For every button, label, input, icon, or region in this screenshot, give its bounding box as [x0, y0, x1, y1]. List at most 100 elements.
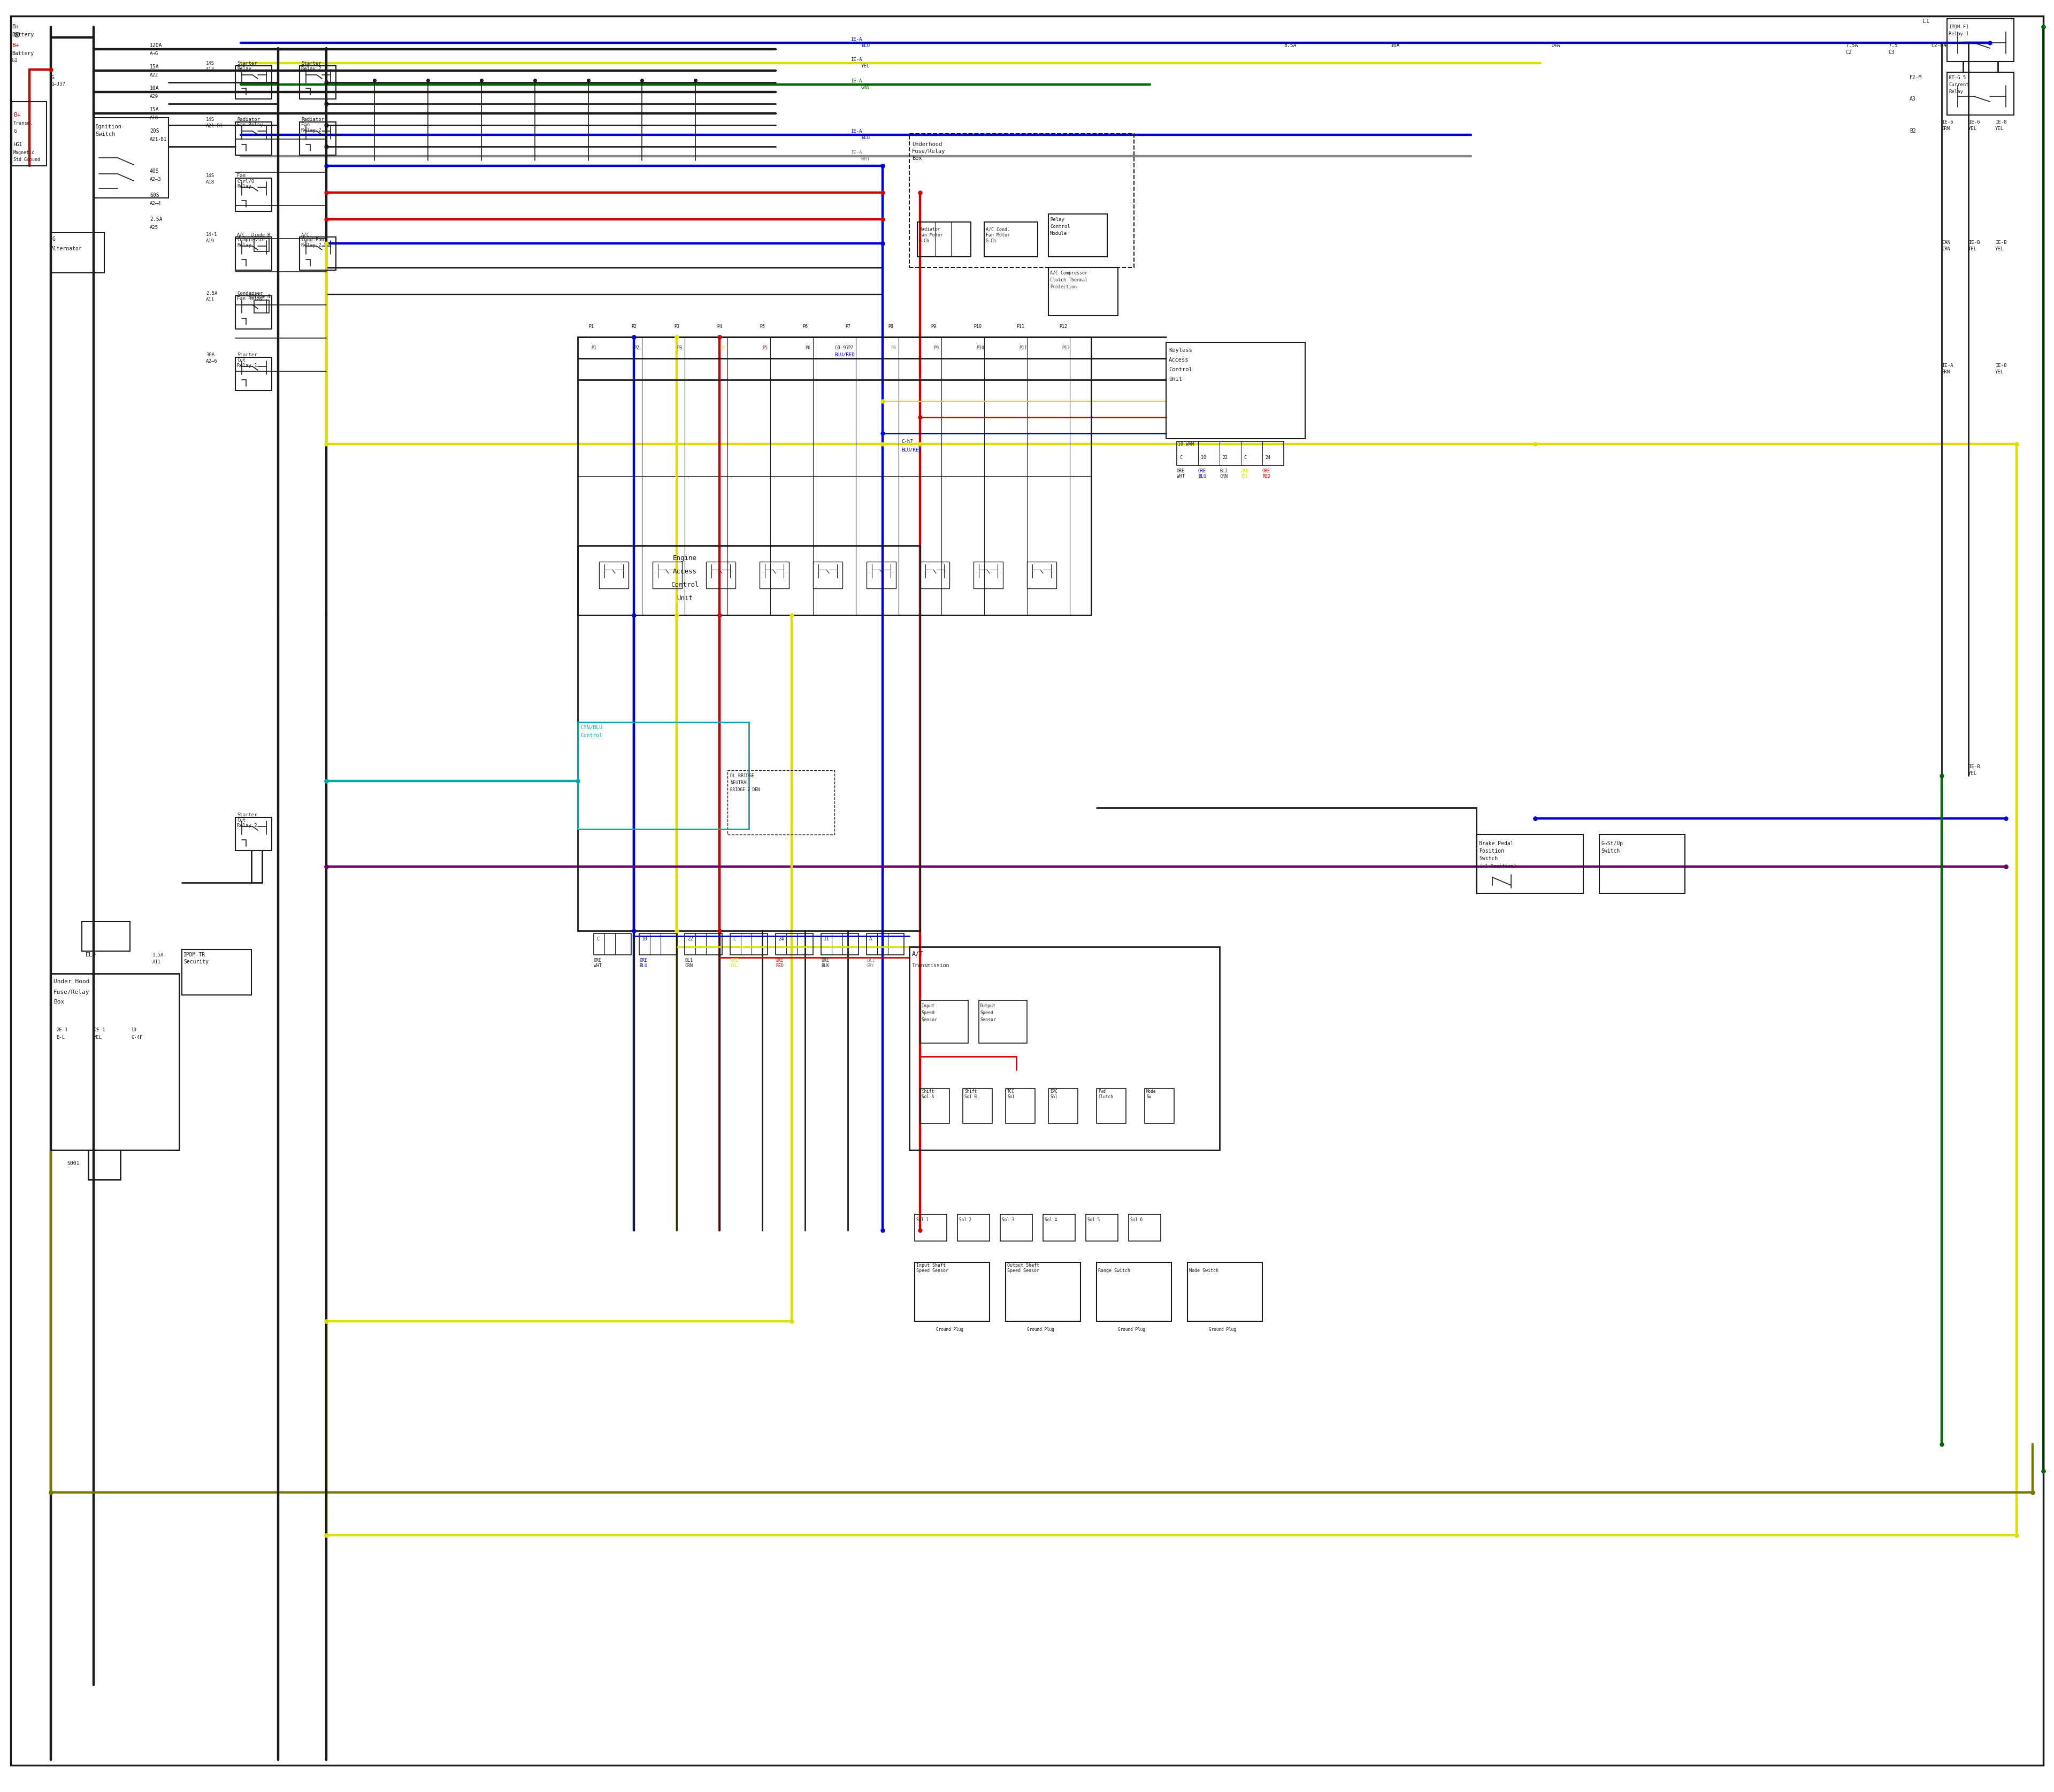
- Bar: [1947, 18, 2013, 61]
- Bar: [918, 222, 972, 256]
- Bar: [577, 545, 920, 930]
- Bar: [1097, 1262, 1171, 1321]
- Text: ORE
WHT: ORE WHT: [1177, 468, 1185, 478]
- Text: Compressor: Compressor: [236, 238, 265, 242]
- Text: P11: P11: [1017, 324, 1025, 330]
- Text: P12: P12: [1060, 324, 1068, 330]
- Bar: [760, 561, 789, 588]
- Text: Control: Control: [670, 581, 698, 588]
- Bar: [236, 817, 271, 851]
- Bar: [600, 561, 629, 588]
- Text: Ctrl/O: Ctrl/O: [236, 179, 255, 183]
- Text: CAN: CAN: [1941, 240, 1951, 246]
- Text: BT-G 5: BT-G 5: [1949, 75, 1966, 81]
- Text: C: C: [596, 937, 600, 941]
- Text: IE-B: IE-B: [1968, 765, 1980, 769]
- Text: 2E-1: 2E-1: [94, 1027, 105, 1032]
- Text: L1: L1: [1923, 18, 1929, 23]
- Bar: [94, 118, 168, 197]
- Text: Fuse/Relay: Fuse/Relay: [912, 149, 945, 154]
- Bar: [255, 299, 269, 314]
- Bar: [813, 561, 842, 588]
- Text: Keyless: Keyless: [1169, 348, 1191, 353]
- Text: Shift
Sol A: Shift Sol A: [922, 1090, 935, 1098]
- Bar: [236, 237, 271, 271]
- Text: G-Ch: G-Ch: [918, 238, 930, 244]
- Text: A11: A11: [205, 297, 214, 303]
- Bar: [1947, 72, 2013, 115]
- Text: 14S: 14S: [205, 174, 214, 177]
- Bar: [920, 1088, 949, 1124]
- Text: B+: B+: [14, 113, 21, 118]
- Bar: [910, 946, 1220, 1150]
- Text: Output Shaft
Speed Sensor: Output Shaft Speed Sensor: [1006, 1263, 1039, 1272]
- Text: BL1
CRN: BL1 CRN: [684, 959, 692, 968]
- Bar: [867, 561, 896, 588]
- Text: Switch: Switch: [1600, 848, 1621, 853]
- Text: Relay: Relay: [1050, 217, 1064, 222]
- Text: Fan Motor: Fan Motor: [986, 233, 1011, 238]
- Text: ORE
BLK: ORE BLK: [822, 959, 830, 968]
- Text: G: G: [51, 75, 53, 81]
- Text: 10: 10: [131, 1027, 138, 1032]
- Text: ELD: ELD: [86, 952, 97, 957]
- Text: Diode B: Diode B: [251, 233, 271, 238]
- Text: 24: 24: [1265, 455, 1269, 461]
- Text: 15A: 15A: [150, 108, 160, 113]
- Bar: [822, 934, 859, 955]
- Text: Starter: Starter: [302, 61, 320, 66]
- Text: A11: A11: [152, 961, 160, 964]
- Text: P1: P1: [592, 346, 596, 351]
- Text: ORE
RED: ORE RED: [776, 959, 785, 968]
- Bar: [1000, 1215, 1033, 1242]
- Text: P5: P5: [762, 346, 768, 351]
- Text: Relay 2: Relay 2: [302, 244, 320, 247]
- Text: Battery: Battery: [12, 32, 33, 38]
- Text: Control: Control: [581, 733, 602, 738]
- Text: IE-6: IE-6: [1968, 120, 1980, 125]
- Text: CYN/BLU: CYN/BLU: [581, 724, 602, 729]
- Text: P4: P4: [719, 346, 725, 351]
- Bar: [707, 561, 735, 588]
- Text: IE-6: IE-6: [1941, 120, 1953, 125]
- Text: Radiator: Radiator: [302, 116, 325, 122]
- Bar: [1087, 1215, 1117, 1242]
- Bar: [12, 102, 47, 167]
- Text: Alternator: Alternator: [51, 246, 82, 251]
- Text: Sensor: Sensor: [920, 1018, 937, 1021]
- Text: IE-B: IE-B: [1968, 240, 1980, 246]
- Text: ORE
BLU: ORE BLU: [639, 959, 647, 968]
- Text: Radiator: Radiator: [918, 228, 941, 231]
- Text: YEL: YEL: [1968, 125, 1978, 131]
- Text: P11: P11: [1019, 346, 1027, 351]
- Text: A2→3: A2→3: [150, 177, 162, 181]
- Text: IE-A: IE-A: [850, 79, 863, 84]
- Text: P4: P4: [717, 324, 723, 330]
- Text: Relay 1: Relay 1: [236, 364, 257, 367]
- Bar: [1048, 267, 1117, 315]
- Text: Fan: Fan: [302, 122, 310, 127]
- Text: B+: B+: [12, 23, 18, 29]
- Text: A25: A25: [150, 226, 158, 229]
- Text: CRN: CRN: [1941, 247, 1951, 251]
- Text: GRN: GRN: [1941, 125, 1951, 131]
- Text: A/C Compressor: A/C Compressor: [1050, 271, 1087, 276]
- Text: 2.5A: 2.5A: [150, 217, 162, 222]
- Text: Relay: Relay: [1949, 90, 1964, 95]
- Text: 20S: 20S: [150, 129, 160, 134]
- Bar: [1006, 1262, 1080, 1321]
- Text: Ground Plug: Ground Plug: [1210, 1328, 1237, 1331]
- Text: Cut: Cut: [236, 817, 246, 823]
- Text: Input: Input: [920, 1004, 935, 1009]
- Text: Starter: Starter: [236, 61, 257, 66]
- Text: Protection: Protection: [1050, 285, 1076, 289]
- Text: A19: A19: [205, 238, 214, 244]
- Text: Cut: Cut: [236, 358, 246, 362]
- Text: IE-8: IE-8: [1994, 364, 2007, 367]
- Text: Condenser: Condenser: [236, 290, 263, 296]
- Text: NEUTRAL: NEUTRAL: [729, 781, 750, 785]
- Text: S001: S001: [68, 1161, 80, 1167]
- Text: IE-8: IE-8: [1994, 120, 2007, 125]
- Text: YEL: YEL: [1994, 247, 2005, 251]
- Bar: [729, 934, 768, 955]
